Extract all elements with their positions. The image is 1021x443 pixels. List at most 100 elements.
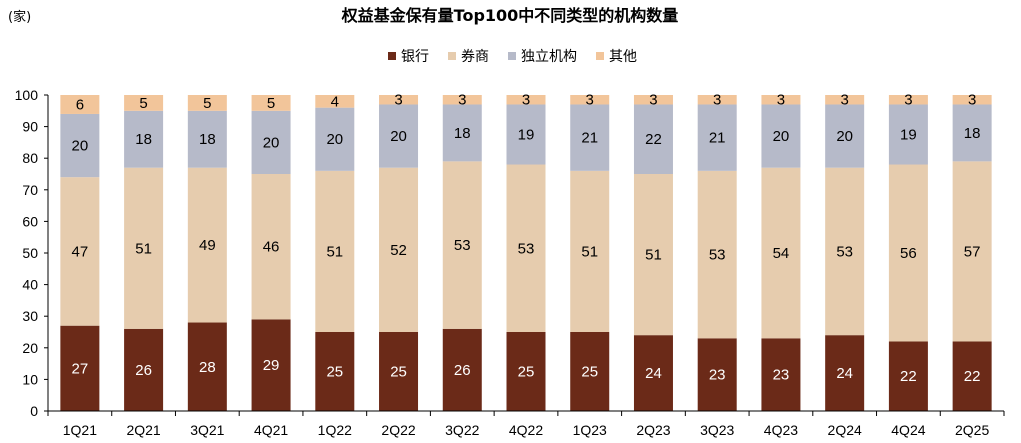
data-label: 21 — [581, 130, 598, 147]
data-label: 3 — [394, 92, 402, 109]
x-tick-label: 1Q23 — [573, 422, 607, 438]
data-label: 54 — [773, 245, 790, 262]
data-label: 25 — [518, 364, 535, 381]
bar-segment — [315, 107, 355, 171]
data-label: 57 — [964, 243, 981, 260]
bar-segment — [888, 341, 928, 411]
data-label: 3 — [649, 92, 657, 109]
y-tick-label: 90 — [22, 119, 38, 135]
bar-segment — [506, 104, 546, 165]
unit-label: (家) — [8, 9, 31, 25]
x-tick-label: 4Q22 — [509, 422, 543, 438]
data-label: 3 — [777, 92, 785, 109]
bar-segment — [697, 104, 737, 171]
bar-segment — [60, 177, 100, 326]
legend-label: 独立机构 — [521, 49, 577, 65]
data-label: 56 — [900, 245, 917, 262]
data-label: 3 — [458, 92, 466, 109]
x-tick-label: 4Q24 — [891, 422, 925, 438]
y-tick-label: 30 — [22, 308, 38, 324]
data-label: 3 — [522, 92, 530, 109]
data-label: 3 — [840, 92, 848, 109]
bar-segment — [761, 338, 801, 411]
y-tick-label: 50 — [22, 245, 38, 261]
data-label: 25 — [390, 364, 407, 381]
x-tick-label: 1Q21 — [63, 422, 97, 438]
bar-segment — [379, 95, 419, 105]
y-axis: 0 10 20 30 40 50 60 70 80 90 100 — [15, 87, 49, 419]
bar-segment — [442, 95, 482, 105]
y-tick-label: 40 — [22, 277, 38, 293]
legend-swatch — [508, 52, 516, 60]
bar-segment — [825, 95, 865, 105]
bar-segment — [124, 167, 164, 329]
x-tick-label: 2Q23 — [636, 422, 670, 438]
x-tick-label: 4Q23 — [764, 422, 798, 438]
data-label: 47 — [72, 243, 89, 260]
data-label: 3 — [713, 92, 721, 109]
data-label: 20 — [72, 138, 89, 155]
bar-segment — [506, 332, 546, 411]
data-label: 4 — [331, 93, 339, 110]
x-tick-label: 1Q22 — [318, 422, 352, 438]
data-label: 22 — [964, 368, 981, 385]
bar-segment — [379, 332, 419, 411]
legend-swatch — [388, 52, 396, 60]
data-label: 18 — [135, 131, 152, 148]
legend: 银行 券商 独立机构 其他 — [388, 49, 637, 65]
bar-segment — [187, 95, 227, 111]
data-label: 24 — [645, 365, 662, 382]
bar-segment — [315, 170, 355, 332]
bar-segment — [251, 174, 291, 320]
bar-segment — [761, 167, 801, 339]
data-label: 27 — [72, 360, 89, 377]
data-label: 23 — [709, 367, 726, 384]
data-label: 22 — [900, 368, 917, 385]
bar-segment — [761, 104, 801, 168]
bar-segment — [570, 332, 610, 411]
y-tick-label: 0 — [30, 403, 38, 419]
bar-segment — [315, 95, 355, 108]
x-tick-label: 2Q21 — [126, 422, 160, 438]
legend-label: 银行 — [401, 49, 429, 65]
bar-segment — [442, 328, 482, 411]
data-label: 26 — [454, 362, 471, 379]
data-label: 51 — [645, 247, 662, 264]
bar-segment — [697, 95, 737, 105]
bar-segment — [124, 328, 164, 411]
bar-segment — [825, 104, 865, 168]
data-label: 5 — [267, 95, 275, 112]
y-tick-label: 10 — [22, 371, 38, 387]
bar-segment — [825, 335, 865, 411]
bar-segment — [761, 95, 801, 105]
data-label: 51 — [581, 243, 598, 260]
data-label: 25 — [581, 364, 598, 381]
bar-segment — [952, 104, 992, 162]
bar-segment — [379, 104, 419, 168]
bar-segment — [60, 325, 100, 411]
bar-segment — [315, 332, 355, 411]
data-label: 24 — [836, 365, 853, 382]
bar-segment — [825, 167, 865, 336]
x-tick-label: 4Q21 — [254, 422, 288, 438]
bar-segment — [506, 164, 546, 332]
bar-segment — [187, 322, 227, 411]
bar-segment — [251, 110, 291, 174]
bar-segment — [570, 95, 610, 105]
data-label: 51 — [135, 240, 152, 257]
bar-segment — [124, 110, 164, 168]
data-label: 22 — [645, 131, 662, 148]
x-axis: 1Q21 2Q21 3Q21 4Q21 1Q22 2Q22 3Q22 4Q22 1Q23 2Q23… — [47, 410, 1005, 438]
x-tick-label: 2Q22 — [381, 422, 415, 438]
data-label: 46 — [263, 239, 280, 256]
y-tick-label: 100 — [15, 87, 39, 103]
data-label: 19 — [518, 127, 535, 144]
data-label: 3 — [968, 92, 976, 109]
data-label: 19 — [900, 127, 917, 144]
bar-segment — [379, 167, 419, 332]
legend-swatch — [448, 52, 456, 60]
x-tick-label: 2Q24 — [828, 422, 862, 438]
bar-segment — [570, 104, 610, 171]
data-label: 52 — [390, 242, 407, 259]
